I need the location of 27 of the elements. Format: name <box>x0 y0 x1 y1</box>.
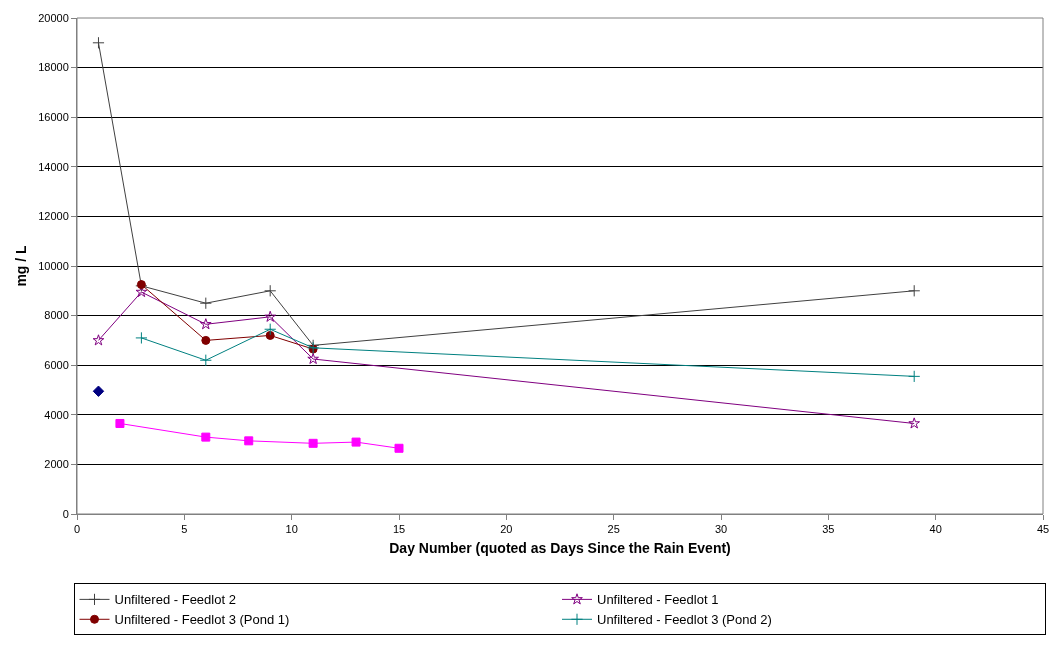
y-tick-label: 2000 <box>44 458 69 471</box>
y-tick-label: 20000 <box>38 11 69 24</box>
x-tick-label: 15 <box>392 523 406 536</box>
legend-label: Unfiltered - Feedlot 3 (Pond 2) <box>597 612 772 628</box>
x-tick-label: 20 <box>500 523 513 536</box>
y-tick-label: 10000 <box>38 259 69 272</box>
y-tick-label: 12000 <box>38 210 69 223</box>
legend-label: Unfiltered - Feedlot 3 (Pond 1) <box>114 612 290 628</box>
x-tick-label: 5 <box>181 523 188 536</box>
x-tick-label: 40 <box>929 523 942 536</box>
legend-label: Unfiltered - Feedlot 1 <box>597 592 719 608</box>
y-tick-label: 4000 <box>44 408 69 421</box>
y-tick-label: 6000 <box>44 359 69 372</box>
legend-label: Unfiltered - Feedlot 2 <box>114 592 236 608</box>
y-axis-title: mg / L <box>12 244 29 287</box>
y-tick-label: 8000 <box>44 309 69 322</box>
x-tick-label: 25 <box>607 523 620 536</box>
x-axis-title: Day Number (quoted as Days Since the Rain Event) <box>389 539 731 556</box>
y-tick-label: 0 <box>62 507 69 520</box>
x-tick-label: 45 <box>1036 523 1050 536</box>
y-tick-label: 16000 <box>38 111 69 124</box>
x-tick-label: 10 <box>285 523 298 536</box>
y-tick-label: 14000 <box>38 160 69 173</box>
x-tick-label: 35 <box>822 523 835 536</box>
x-tick-label: 0 <box>73 523 81 536</box>
x-tick-label: 30 <box>714 523 728 536</box>
y-tick-label: 18000 <box>38 61 69 74</box>
